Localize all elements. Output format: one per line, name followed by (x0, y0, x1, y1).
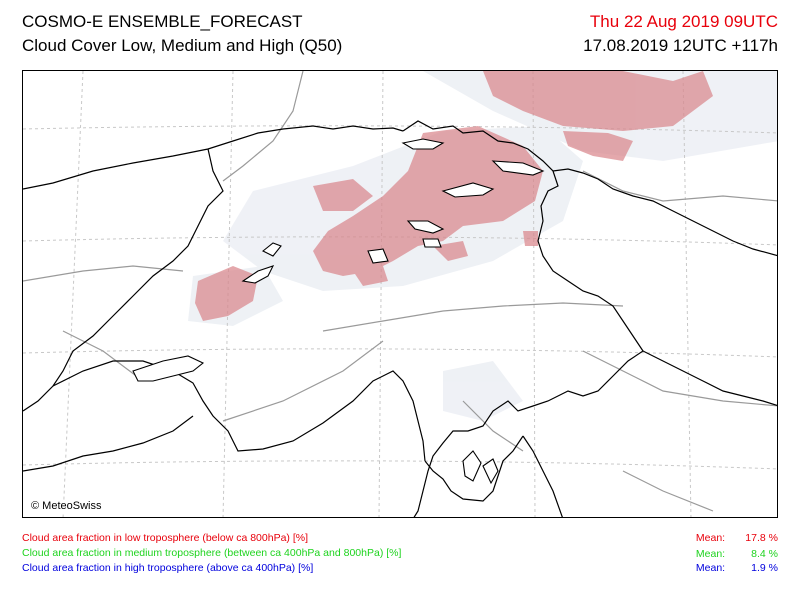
chart-subtitle: Cloud Cover Low, Medium and High (Q50) (22, 36, 343, 55)
lakes (132, 138, 545, 485)
mean-value-low: 17.8 % (745, 532, 778, 544)
country-borders (23, 120, 777, 517)
run-info: 17.08.2019 12UTC +117h (583, 36, 778, 55)
legend-low-cloud: Cloud area fraction in low troposphere (… (22, 532, 308, 544)
mean-high-cloud: Mean: 1.9 % (696, 562, 778, 575)
mean-value-medium: 8.4 % (751, 548, 778, 560)
graticule (23, 71, 777, 517)
chart-title: COSMO-E ENSEMBLE_FORECAST (22, 12, 303, 31)
forecast-map: © MeteoSwiss (22, 70, 778, 518)
mean-label: Mean: (695, 548, 726, 560)
legend-high-cloud: Cloud area fraction in high troposphere … (22, 562, 314, 574)
mean-label: Mean: (695, 562, 726, 574)
map-canvas (23, 71, 777, 517)
mean-label: Mean: (695, 532, 726, 544)
rivers (23, 71, 777, 512)
mean-value-high: 1.9 % (751, 562, 778, 574)
mean-low-cloud: Mean: 17.8 % (696, 532, 778, 545)
copyright-label: © MeteoSwiss (29, 500, 104, 512)
mean-medium-cloud: Mean: 8.4 % (696, 548, 778, 561)
valid-time: Thu 22 Aug 2019 09UTC (589, 12, 778, 31)
low-cloud-layer (143, 71, 713, 381)
legend-medium-cloud: Cloud area fraction in medium tropospher… (22, 547, 402, 559)
